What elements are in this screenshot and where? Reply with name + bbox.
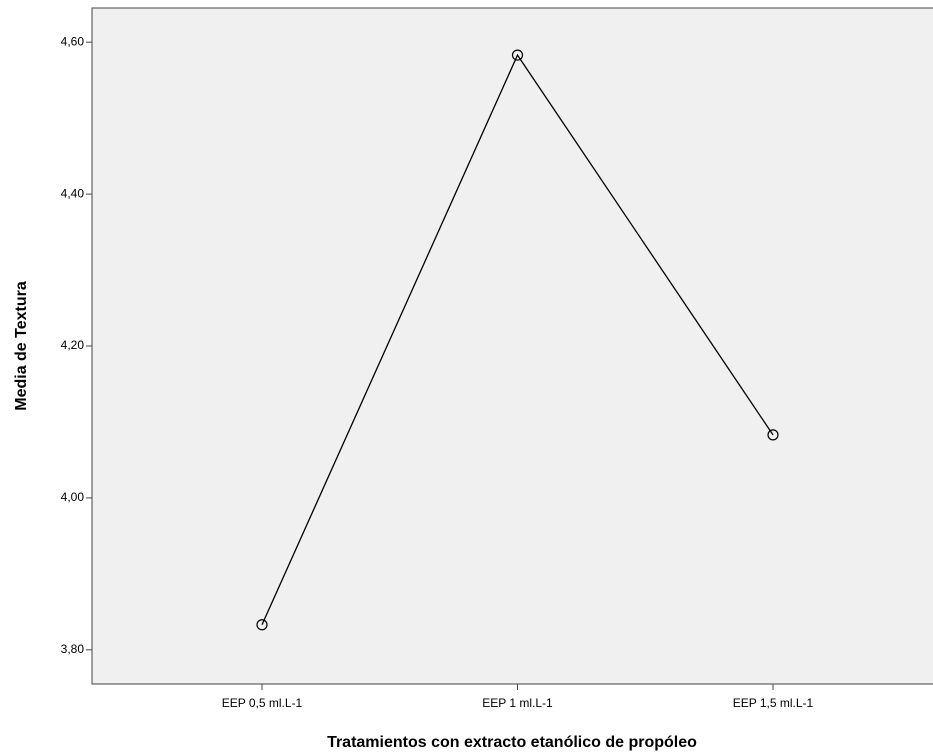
data-point xyxy=(256,619,268,631)
y-tick-label: 4,40 xyxy=(61,186,85,200)
x-tick-label: EEP 1,5 ml.L-1 xyxy=(733,696,814,710)
y-tick-label: 4,00 xyxy=(61,490,85,504)
y-tick-label: 4,60 xyxy=(61,34,85,48)
x-axis-title: Tratamientos con extracto etanólico de p… xyxy=(327,734,697,751)
x-tick-label: EEP 1 ml.L-1 xyxy=(482,696,553,710)
y-tick-label: 3,80 xyxy=(61,642,85,656)
data-point xyxy=(767,429,779,441)
plot-area xyxy=(92,8,933,684)
data-line xyxy=(261,53,774,626)
y-tick-label: 4,20 xyxy=(61,338,85,352)
y-axis-title: Media de Textura xyxy=(13,281,30,411)
x-tick-label: EEP 0,5 ml.L-1 xyxy=(222,696,303,710)
data-point xyxy=(511,49,524,61)
